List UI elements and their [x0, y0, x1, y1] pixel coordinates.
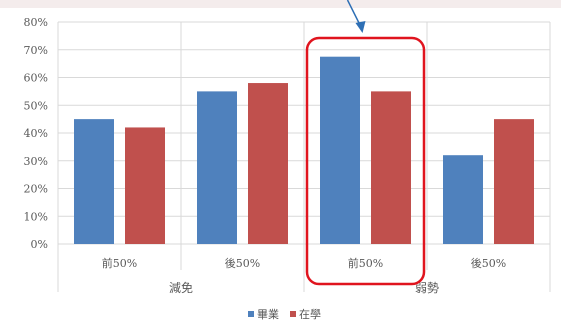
- x-category-label: 後50%: [225, 256, 260, 270]
- bar-graduated: [197, 91, 237, 244]
- legend-label: 畢業: [257, 308, 279, 321]
- bar-enrolled: [125, 127, 165, 244]
- highlight-box: [305, 36, 426, 286]
- bar-graduated: [320, 56, 360, 244]
- bar-enrolled: [494, 119, 534, 244]
- legend-label: 在學: [299, 308, 321, 321]
- y-tick-label: 70%: [24, 44, 48, 57]
- y-tick-label: 30%: [24, 155, 48, 168]
- y-tick-label: 40%: [24, 127, 48, 140]
- legend-swatch: [248, 311, 254, 317]
- bar-graduated: [74, 119, 114, 244]
- y-tick-label: 80%: [24, 16, 48, 29]
- pointer-arrow-head: [355, 21, 366, 33]
- x-category-label: 後50%: [471, 256, 506, 270]
- y-tick-label: 60%: [24, 72, 48, 85]
- x-group-label: 弱勢: [415, 280, 439, 295]
- bar-enrolled: [371, 91, 411, 244]
- x-group-label: 減免: [169, 280, 193, 295]
- bar-enrolled: [248, 83, 288, 244]
- legend-swatch: [290, 311, 296, 317]
- x-category-label: 前50%: [348, 256, 383, 270]
- x-category-label: 前50%: [102, 256, 137, 270]
- y-tick-label: 20%: [24, 183, 48, 196]
- y-tick-label: 50%: [24, 99, 48, 112]
- y-tick-label: 0%: [31, 238, 48, 251]
- bar-graduated: [443, 155, 483, 244]
- y-tick-label: 10%: [24, 210, 48, 223]
